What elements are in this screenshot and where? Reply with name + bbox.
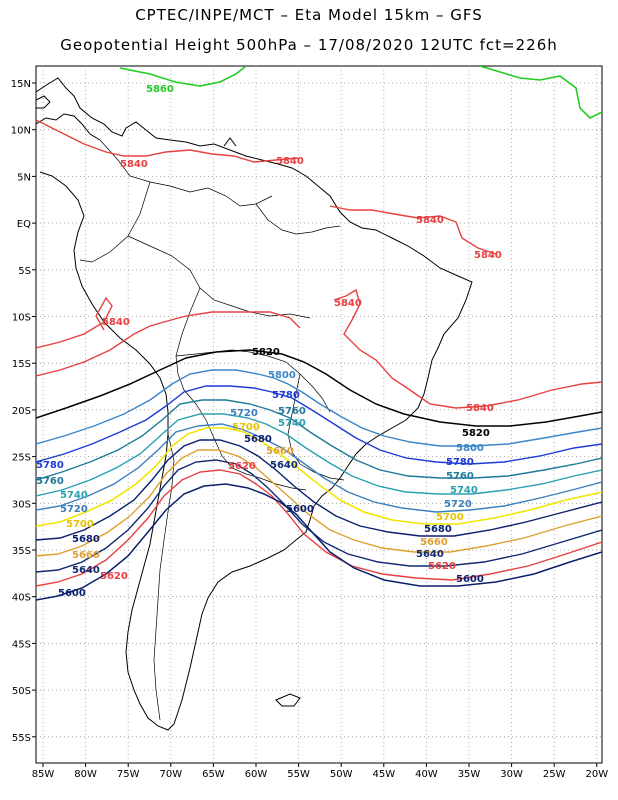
map-title-line-2: Geopotential Height 500hPa – 17/08/2020 … [60, 36, 558, 54]
contour-label-5760-center: 5760 [278, 406, 306, 417]
latitude-label: EQ [17, 219, 31, 230]
contour-label-5780-atlantic: 5780 [446, 457, 474, 468]
contour-label-5820-atlantic: 5820 [462, 428, 490, 439]
longitude-label: 55W [287, 769, 310, 780]
longitude-label: 85W [32, 769, 55, 780]
contour-label-5760-atlantic: 5760 [446, 471, 474, 482]
contour-label-5760-west: 5760 [36, 476, 64, 487]
contour-5680-line [36, 439, 602, 541]
contour-label-5720-center: 5720 [230, 408, 258, 419]
contour-label-5840-west: 5840 [102, 317, 130, 328]
contour-label-5800-atlantic: 5800 [456, 443, 484, 454]
longitude-label: 20W [585, 769, 608, 780]
contour-label-5640-center: 5640 [270, 460, 298, 471]
contour-label-5740-atlantic: 5740 [450, 485, 478, 496]
latitude-label: 25S [12, 453, 31, 464]
contour-label-5600-center: 5600 [286, 504, 314, 515]
contour-label-5660-west: 5660 [72, 550, 100, 561]
latitude-label: 30S [12, 499, 31, 510]
contour-label-5840-north: 5840 [276, 156, 304, 167]
contour-label-5700-atlantic: 5700 [436, 512, 464, 523]
contour-5820-line [36, 349, 602, 427]
contour-label-5600-west: 5600 [58, 588, 86, 599]
contour-label-5780-west: 5780 [36, 460, 64, 471]
latitude-label: 15S [12, 359, 31, 370]
central-america-coastline [36, 113, 101, 141]
contour-label-5740-west: 5740 [60, 490, 88, 501]
latitude-label: 5N [17, 172, 31, 183]
contour-label-5840-far-east: 5840 [474, 250, 502, 261]
longitude-label: 45W [372, 769, 395, 780]
contour-label-5620-center: 5620 [228, 461, 256, 472]
longitude-label: 25W [543, 769, 566, 780]
longitude-labels: 85W 80W 75W 70W 65W 60W 55W 50W 45W 40W 35W 30W 25W 2… [32, 763, 608, 780]
contour-label-5680-center: 5680 [244, 434, 272, 445]
contour-5600-line [36, 483, 602, 601]
longitude-label: 35W [458, 769, 481, 780]
map-title-line-1: CPTEC/INPE/MCT – Eta Model 15km – GFS [135, 6, 483, 24]
latitude-label: 10N [11, 126, 31, 137]
contour-label-5680-atlantic: 5680 [424, 524, 452, 535]
country-borders [79, 139, 345, 721]
latitude-label: 35S [12, 546, 31, 557]
contour-label-5700-west: 5700 [66, 519, 94, 530]
longitude-label: 30W [500, 769, 523, 780]
longitude-label: 80W [74, 769, 97, 780]
contour-label-5820-center: 5820 [252, 347, 280, 358]
longitude-label: 40W [415, 769, 438, 780]
longitude-label: 50W [330, 769, 353, 780]
contour-label-5600-atlantic: 5600 [456, 574, 484, 585]
contour-5740-line [36, 413, 602, 497]
lat-lon-grid [36, 66, 602, 763]
falkland-islands [275, 693, 301, 707]
latitude-label: 55S [12, 733, 31, 744]
latitude-label: 15N [11, 79, 31, 90]
longitude-label: 70W [159, 769, 182, 780]
contour-5840-north-line [36, 119, 497, 255]
contour-5860-line [119, 66, 602, 119]
contour-5660-line [36, 449, 602, 557]
contour-5800-line [36, 369, 602, 447]
contour-label-5660-center: 5660 [266, 446, 294, 457]
contour-label-5720-west: 5720 [60, 504, 88, 515]
caribbean-island [36, 95, 51, 109]
latitude-label: 10S [12, 313, 31, 324]
contour-label-5840-north-west: 5840 [120, 159, 148, 170]
contour-5640-line [36, 459, 602, 573]
contour-5840-west-line [36, 296, 113, 349]
contour-label-5840-atlantic: 5840 [466, 403, 494, 414]
contour-label-5740-center: 5740 [278, 418, 306, 429]
contour-label-5800-center: 5800 [268, 370, 296, 381]
latitude-label: 20S [12, 406, 31, 417]
longitude-label: 65W [202, 769, 225, 780]
longitude-label: 75W [117, 769, 140, 780]
latitude-label: 45S [12, 639, 31, 650]
contour-label-5620-atlantic: 5620 [428, 561, 456, 572]
contour-5700-line [36, 427, 602, 527]
latitude-labels: 15N 10N 5N EQ 5S 10S 15S 20S 25S 30S 35S 40S 45S 50S 5… [11, 79, 36, 744]
contour-label-5780-center: 5780 [272, 390, 300, 401]
contour-label-5680-west: 5680 [72, 534, 100, 545]
latitude-label: 5S [18, 266, 31, 277]
contour-label-5700-center: 5700 [232, 422, 260, 433]
contour-5840-middle-line [36, 288, 602, 409]
contour-label-5860: 5860 [146, 84, 174, 95]
contour-5760-line [36, 399, 602, 481]
contour-label-5840-east: 5840 [416, 215, 444, 226]
contour-label-5840-coast: 5840 [334, 298, 362, 309]
longitude-label: 60W [245, 769, 268, 780]
contour-label-5620-west: 5620 [100, 571, 128, 582]
trinidad-island [223, 137, 237, 147]
contour-label-5640-west: 5640 [72, 565, 100, 576]
contour-label-5720-atlantic: 5720 [444, 499, 472, 510]
contour-label-5640-atlantic: 5640 [416, 549, 444, 560]
contour-5780-line [36, 385, 602, 465]
contour-label-5660-atlantic: 5660 [420, 537, 448, 548]
contour-5620-line [36, 469, 602, 587]
latitude-label: 40S [12, 593, 31, 604]
latitude-label: 50S [12, 686, 31, 697]
contour-5720-line [36, 423, 602, 513]
